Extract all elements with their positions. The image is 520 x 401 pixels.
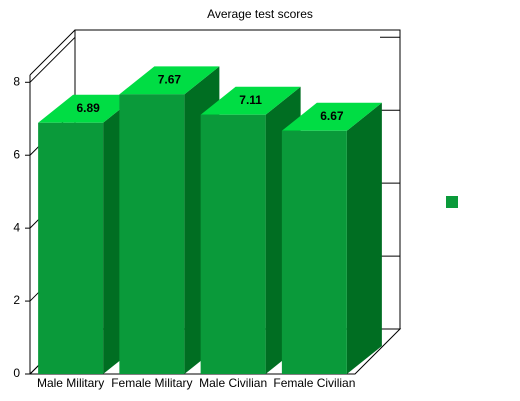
bar-top bbox=[200, 86, 301, 115]
bar-top bbox=[119, 66, 220, 95]
chart-title: Average test scores bbox=[207, 7, 313, 21]
x-tick-label: Male Military bbox=[37, 376, 104, 390]
y-tick-label: 0 bbox=[13, 366, 20, 380]
y-tick-label: 2 bbox=[13, 293, 20, 307]
y-tick-label: 6 bbox=[13, 147, 20, 161]
bar bbox=[38, 122, 104, 374]
bar-top bbox=[281, 102, 382, 131]
bar bbox=[281, 130, 347, 374]
bar bbox=[200, 114, 266, 375]
legend-marker bbox=[446, 196, 458, 208]
bar-side bbox=[346, 102, 382, 374]
left-wall-edge bbox=[29, 29, 76, 76]
y-tick-label: 8 bbox=[13, 74, 20, 88]
grid-line bbox=[29, 36, 76, 83]
data-label: 7.67 bbox=[158, 72, 182, 86]
bar bbox=[119, 94, 185, 374]
x-tick-label: Male Civilian bbox=[199, 376, 267, 390]
data-label: 6.67 bbox=[320, 109, 344, 123]
x-tick-label: Female Military bbox=[111, 376, 192, 390]
data-label: 6.89 bbox=[76, 101, 100, 115]
x-tick-label: Female Civilian bbox=[273, 376, 355, 390]
y-tick-label: 4 bbox=[13, 220, 20, 234]
bar-top bbox=[38, 94, 139, 123]
data-label: 7.11 bbox=[239, 93, 262, 107]
